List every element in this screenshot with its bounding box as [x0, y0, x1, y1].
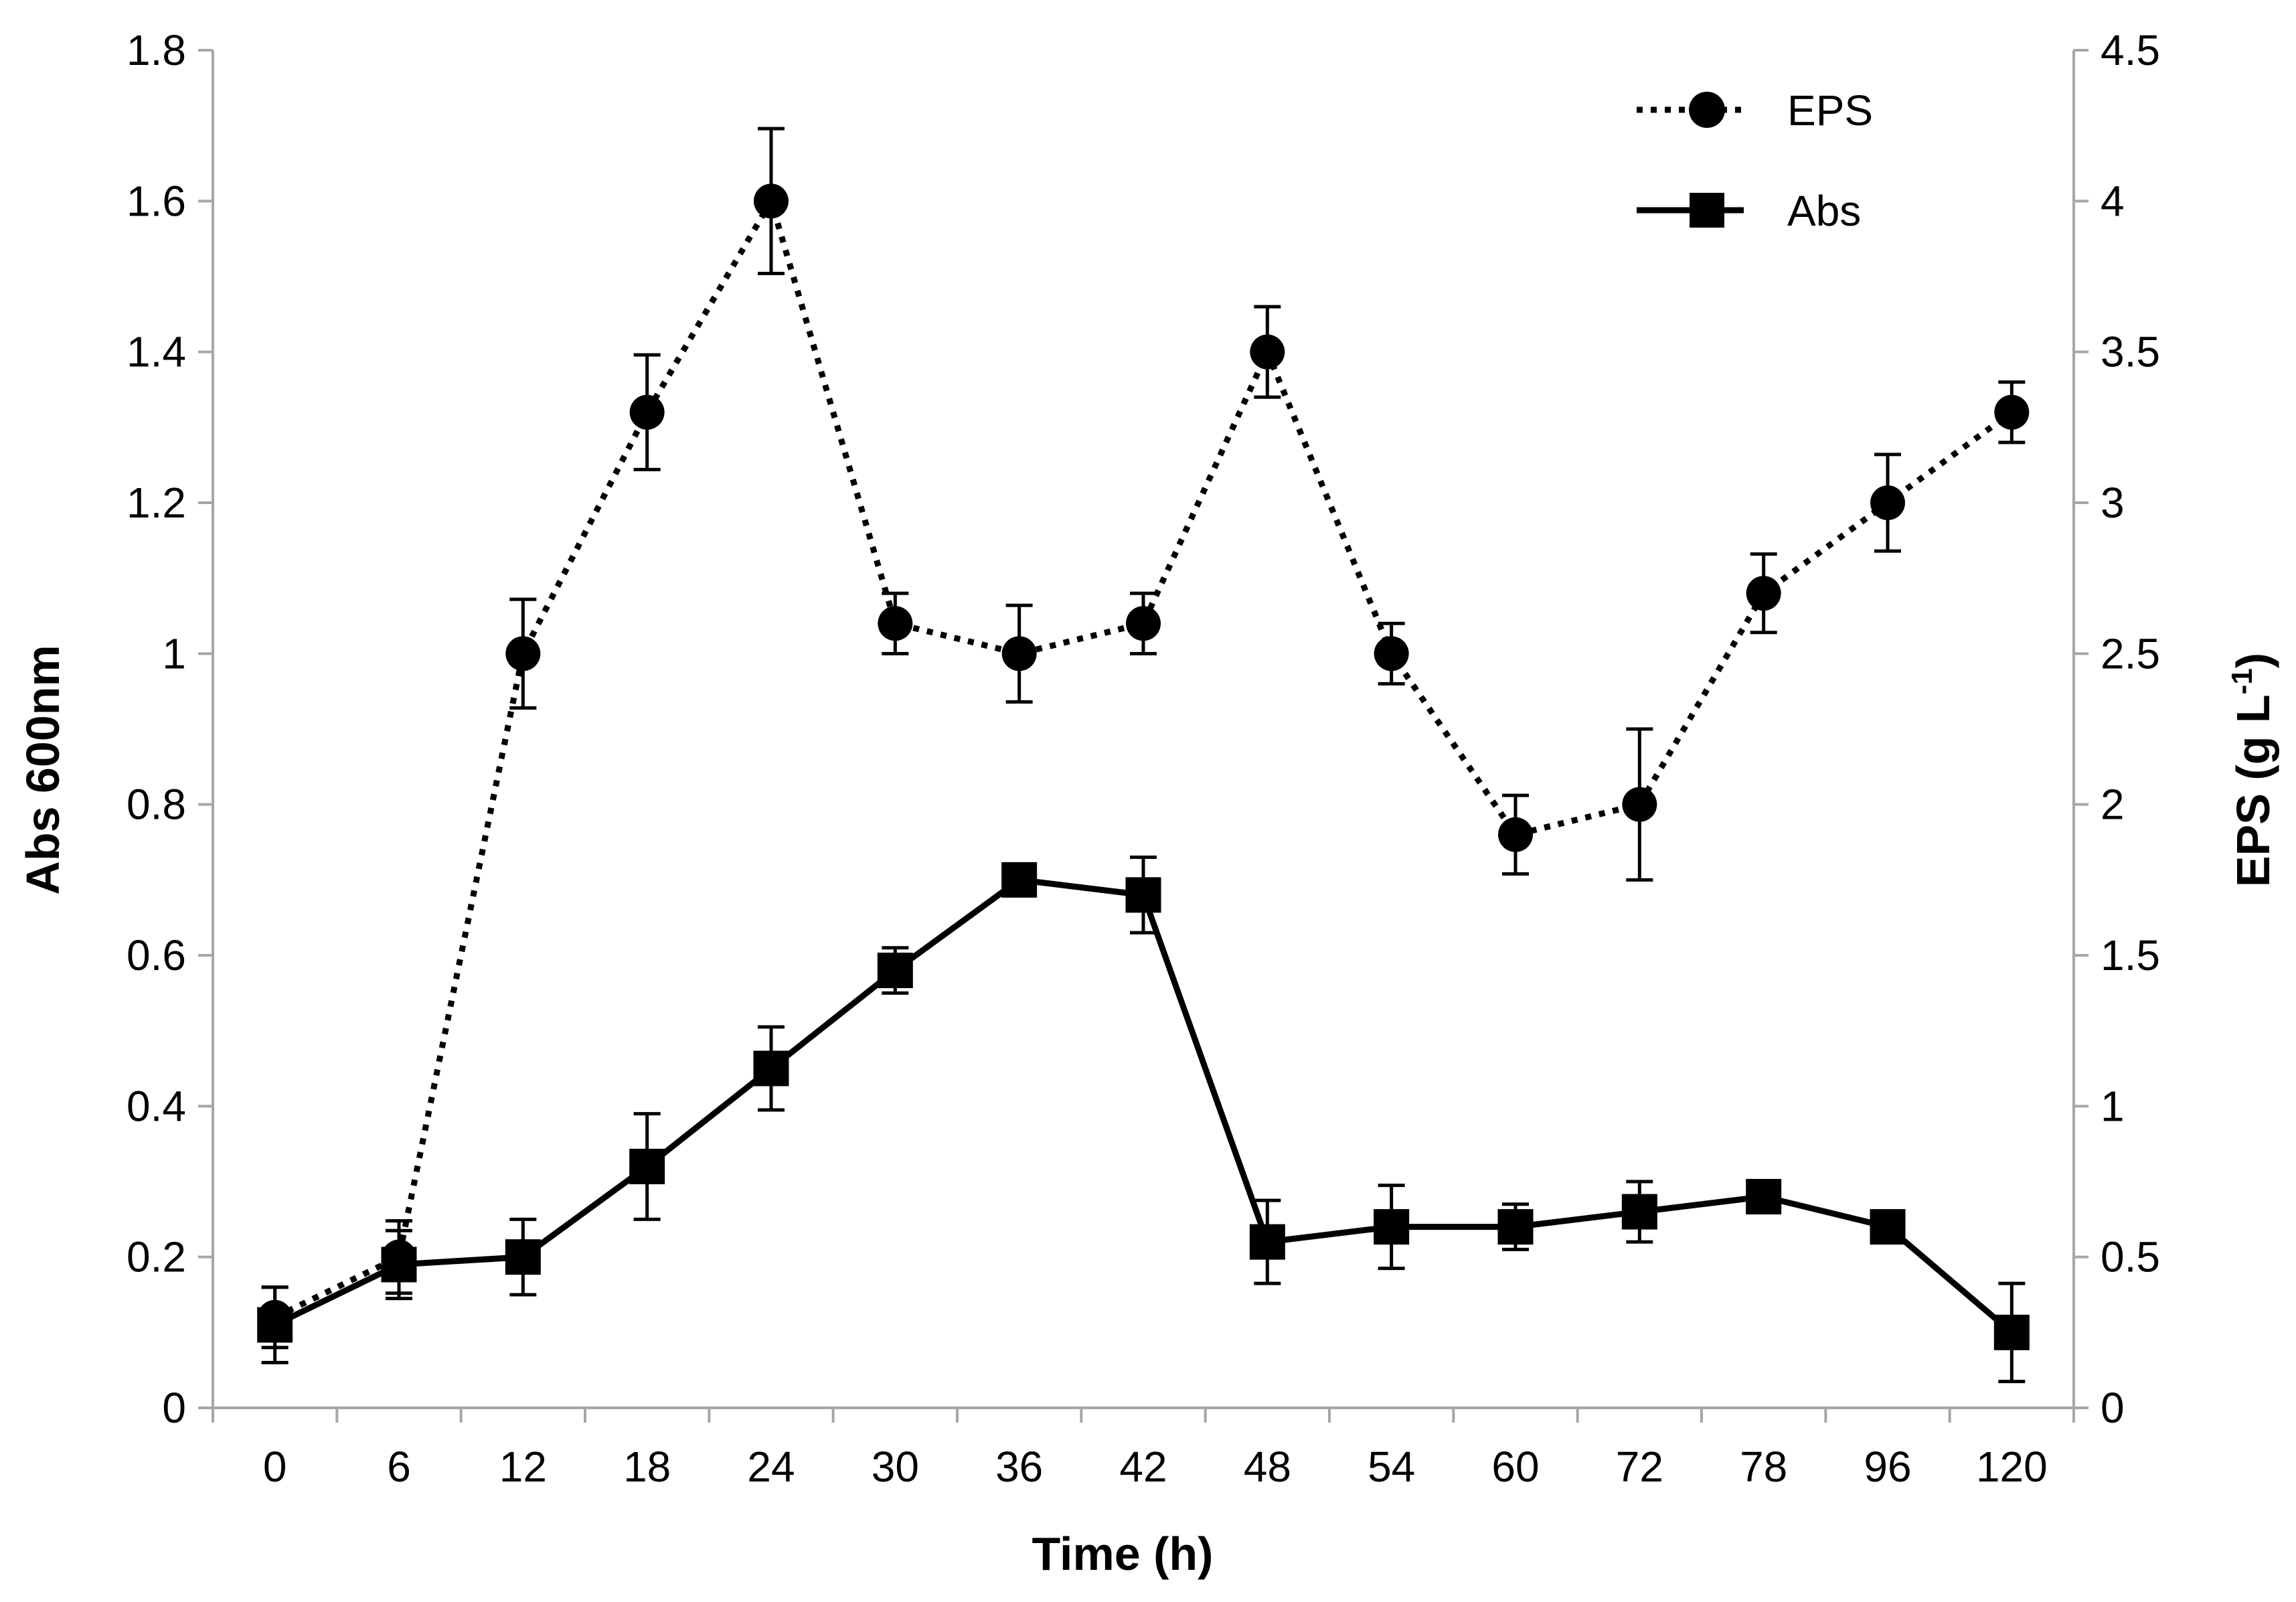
abs-data-point	[1001, 862, 1038, 898]
abs-data-point	[1374, 1209, 1410, 1245]
y-tick-label: 1.4	[127, 328, 186, 376]
legend: EPS Abs	[1637, 86, 1873, 235]
x-tick-label: 36	[995, 1443, 1043, 1491]
y-tick-label: 0.2	[127, 1233, 186, 1281]
y-tick-label: 1.8	[127, 26, 186, 74]
eps-data-point	[1001, 636, 1037, 671]
legend-eps-marker	[1689, 92, 1725, 128]
axes-layer: 0 0.2 0.4 0.6 0.8 1 1.2 1.4 1.6 1.8 0 0.5 1 1.5 2 2.5 3 3…	[127, 26, 2160, 1491]
y2-tick-label: 0.5	[2101, 1233, 2160, 1281]
x-tick-label: 60	[1491, 1443, 1539, 1491]
eps-series-line	[273, 197, 2014, 1320]
x-tick-label: 72	[1616, 1443, 1663, 1491]
x-tick-label: 96	[1864, 1443, 1911, 1491]
abs-data-point	[1870, 1209, 1906, 1245]
legend-abs-label: Abs	[1787, 187, 1861, 235]
x-tick-label: 120	[1976, 1443, 2048, 1491]
abs-data-point	[257, 1307, 293, 1343]
eps-data-point	[754, 183, 789, 219]
eps-data-point	[1994, 394, 2030, 430]
abs-data-point	[1249, 1224, 1285, 1260]
eps-data-point	[1746, 576, 1781, 611]
x-tick-label: 78	[1740, 1443, 1787, 1491]
abs-data-point	[753, 1050, 789, 1087]
eps-data-point	[1374, 636, 1409, 671]
eps-data-point	[1498, 817, 1533, 852]
y-tick-label: 0.8	[127, 781, 186, 829]
y-axis-title: Abs 600nm	[17, 645, 69, 894]
abs-data-point	[1621, 1194, 1657, 1230]
eps-data-point	[1126, 606, 1161, 641]
y2-axis-title-close: )	[2227, 653, 2279, 668]
y2-tick-label: 4.5	[2101, 26, 2160, 74]
abs-data-point	[877, 953, 913, 989]
abs-data-point	[505, 1239, 541, 1275]
x-tick-label: 18	[623, 1443, 671, 1491]
y-tick-label: 1.2	[127, 479, 186, 527]
abs-data-point	[1125, 877, 1161, 913]
x-tick-label: 0	[263, 1443, 287, 1491]
y-tick-label: 1	[162, 629, 186, 677]
abs-data-point	[1993, 1314, 2030, 1350]
y2-axis-title-sup: -1	[2226, 668, 2259, 694]
legend-eps-label: EPS	[1787, 86, 1873, 135]
y-tick-label: 0	[162, 1384, 186, 1432]
y-tick-label: 1.6	[127, 177, 186, 225]
y-tick-label: 0.6	[127, 931, 186, 979]
legend-abs-marker	[1690, 193, 1724, 228]
x-tick-label: 54	[1368, 1443, 1415, 1491]
x-tick-label: 30	[872, 1443, 919, 1491]
y2-tick-label: 2.5	[2101, 629, 2160, 677]
eps-data-point	[1622, 787, 1657, 822]
y2-tick-label: 1.5	[2101, 931, 2160, 979]
y2-tick-label: 0	[2101, 1384, 2125, 1432]
y2-tick-label: 1	[2101, 1082, 2125, 1130]
eps-data-point	[629, 394, 665, 430]
y2-tick-label: 3	[2101, 479, 2125, 527]
x-tick-label: 42	[1119, 1443, 1167, 1491]
abs-data-point	[629, 1148, 665, 1184]
x-tick-label: 12	[499, 1443, 547, 1491]
x-tick-label: 24	[747, 1443, 795, 1491]
eps-data-point	[1870, 485, 1905, 520]
abs-data-point	[1497, 1209, 1534, 1245]
series-layer	[257, 127, 2030, 1384]
y2-tick-label: 4	[2101, 177, 2125, 225]
x-axis-title: Time (h)	[1032, 1528, 1214, 1580]
y2-axis-title: EPS (g L-1)	[2226, 653, 2279, 887]
x-tick-label: 6	[387, 1443, 411, 1491]
y-tick-label: 0.4	[127, 1082, 186, 1130]
y2-tick-label: 2	[2101, 781, 2125, 829]
abs-data-point	[1746, 1179, 1782, 1215]
x-tick-label: 48	[1244, 1443, 1291, 1491]
eps-data-point	[878, 606, 913, 641]
abs-data-point	[381, 1247, 417, 1283]
y2-tick-label: 3.5	[2101, 328, 2160, 376]
eps-data-point	[1250, 334, 1285, 370]
y2-axis-title-main: EPS (g L	[2227, 694, 2279, 887]
eps-data-point	[505, 636, 541, 671]
